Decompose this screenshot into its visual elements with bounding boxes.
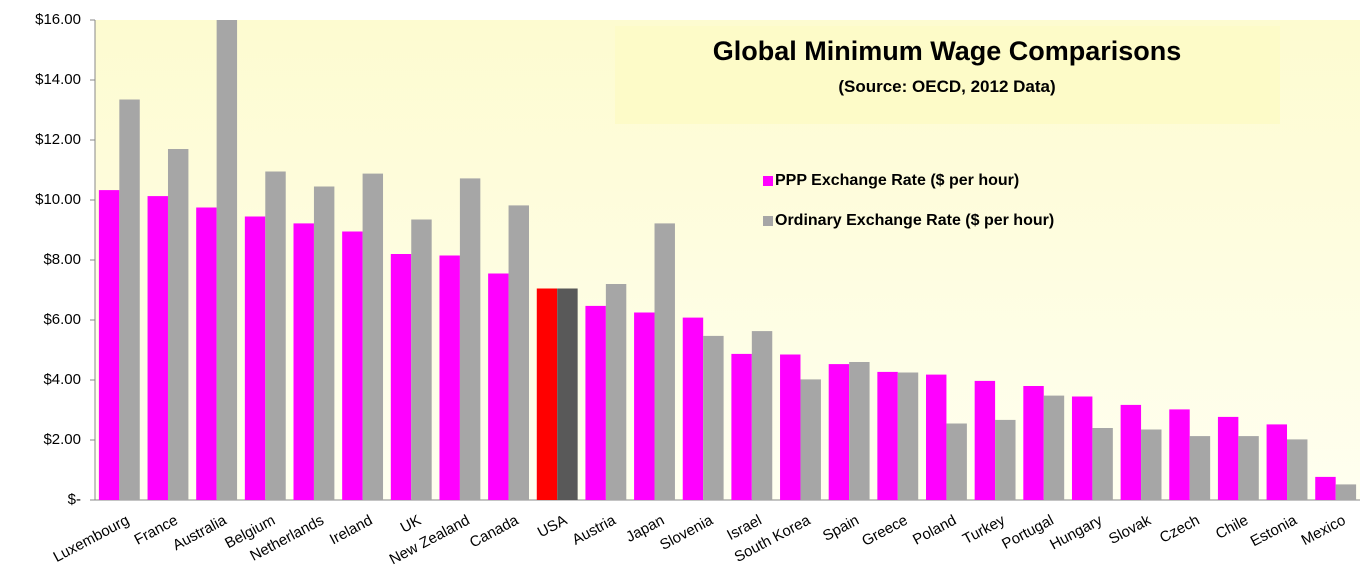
bar (780, 354, 801, 500)
x-tick-label: Estonia (1248, 511, 1301, 550)
bar (1043, 395, 1065, 500)
y-tick-label: $12.00 (35, 131, 81, 148)
x-tick-label: Slovak (1106, 511, 1154, 547)
y-tick-label: $10.00 (35, 191, 81, 208)
bar (926, 374, 947, 500)
bar (974, 380, 996, 500)
y-tick-label: $8.00 (43, 251, 81, 268)
bar (828, 364, 850, 500)
y-tick-label: $6.00 (43, 311, 81, 328)
bar (1141, 429, 1162, 500)
x-tick-label: Portugal (999, 512, 1056, 553)
bar (897, 372, 919, 500)
bar (265, 171, 286, 500)
chart-subtitle: (Source: OECD, 2012 Data) (838, 77, 1055, 96)
bar (849, 362, 870, 500)
bar (585, 305, 606, 500)
bar (411, 219, 432, 500)
bar (1217, 416, 1239, 500)
bar (167, 149, 189, 500)
bar (1335, 484, 1357, 500)
bar (995, 419, 1016, 500)
bar (654, 223, 675, 500)
x-tick-label: Greece (859, 512, 910, 550)
bar (508, 205, 529, 500)
bar (557, 288, 578, 500)
bar (682, 317, 704, 500)
y-tick-label: $16.00 (35, 11, 81, 28)
y-tick-label: $14.00 (35, 71, 81, 88)
bar (362, 173, 384, 500)
x-tick-label: Canada (467, 511, 522, 551)
bar (536, 288, 558, 500)
x-tick-label: USA (535, 512, 570, 541)
bar (196, 207, 217, 500)
bar (703, 335, 724, 500)
y-tick-label: $- (68, 491, 81, 508)
bar (731, 353, 752, 500)
bar (800, 379, 821, 500)
bar (1238, 436, 1259, 500)
bar (1315, 476, 1336, 500)
bar (216, 20, 238, 500)
bar (1120, 404, 1142, 500)
bar (1169, 409, 1190, 500)
title-box (615, 26, 1280, 124)
bar (313, 186, 335, 500)
legend-label: Ordinary Exchange Rate ($ per hour) (775, 212, 1054, 229)
x-tick-label: Luxembourg (50, 512, 132, 566)
bar (488, 273, 509, 500)
x-tick-label: Ireland (327, 512, 375, 549)
x-tick-label: Slovenia (657, 511, 716, 553)
x-tick-label: Chile (1213, 512, 1251, 543)
bar (634, 312, 655, 500)
legend-swatch (763, 216, 773, 226)
bar (1287, 439, 1308, 500)
bar (1023, 386, 1044, 500)
x-tick-label: Austria (569, 511, 619, 548)
bar (147, 196, 168, 500)
bar (1266, 424, 1288, 500)
bar (1071, 396, 1093, 500)
x-tick-label: Hungary (1047, 511, 1105, 553)
bar (459, 178, 481, 500)
bar (1092, 428, 1113, 500)
bar (293, 223, 314, 500)
bar (877, 371, 898, 500)
chart-title: Global Minimum Wage Comparisons (713, 36, 1182, 66)
bar (751, 331, 773, 500)
bar (946, 423, 967, 500)
x-tick-label: Poland (910, 512, 959, 549)
bar (439, 255, 460, 500)
y-tick-label: $2.00 (43, 431, 81, 448)
x-tick-label: Mexico (1299, 512, 1349, 549)
bar (342, 231, 363, 500)
legend-swatch (763, 176, 773, 186)
bar (605, 284, 627, 500)
bar (98, 190, 120, 500)
y-tick-label: $4.00 (43, 371, 81, 388)
x-tick-label: Spain (820, 512, 862, 545)
bar (244, 216, 266, 500)
bar (1189, 436, 1211, 500)
bar (390, 254, 412, 500)
legend-label: PPP Exchange Rate ($ per hour) (775, 172, 1019, 189)
x-tick-label: UK (398, 512, 424, 537)
bar (119, 99, 140, 500)
x-tick-label: Australia (170, 511, 230, 554)
x-tick-label: Czech (1157, 512, 1203, 547)
